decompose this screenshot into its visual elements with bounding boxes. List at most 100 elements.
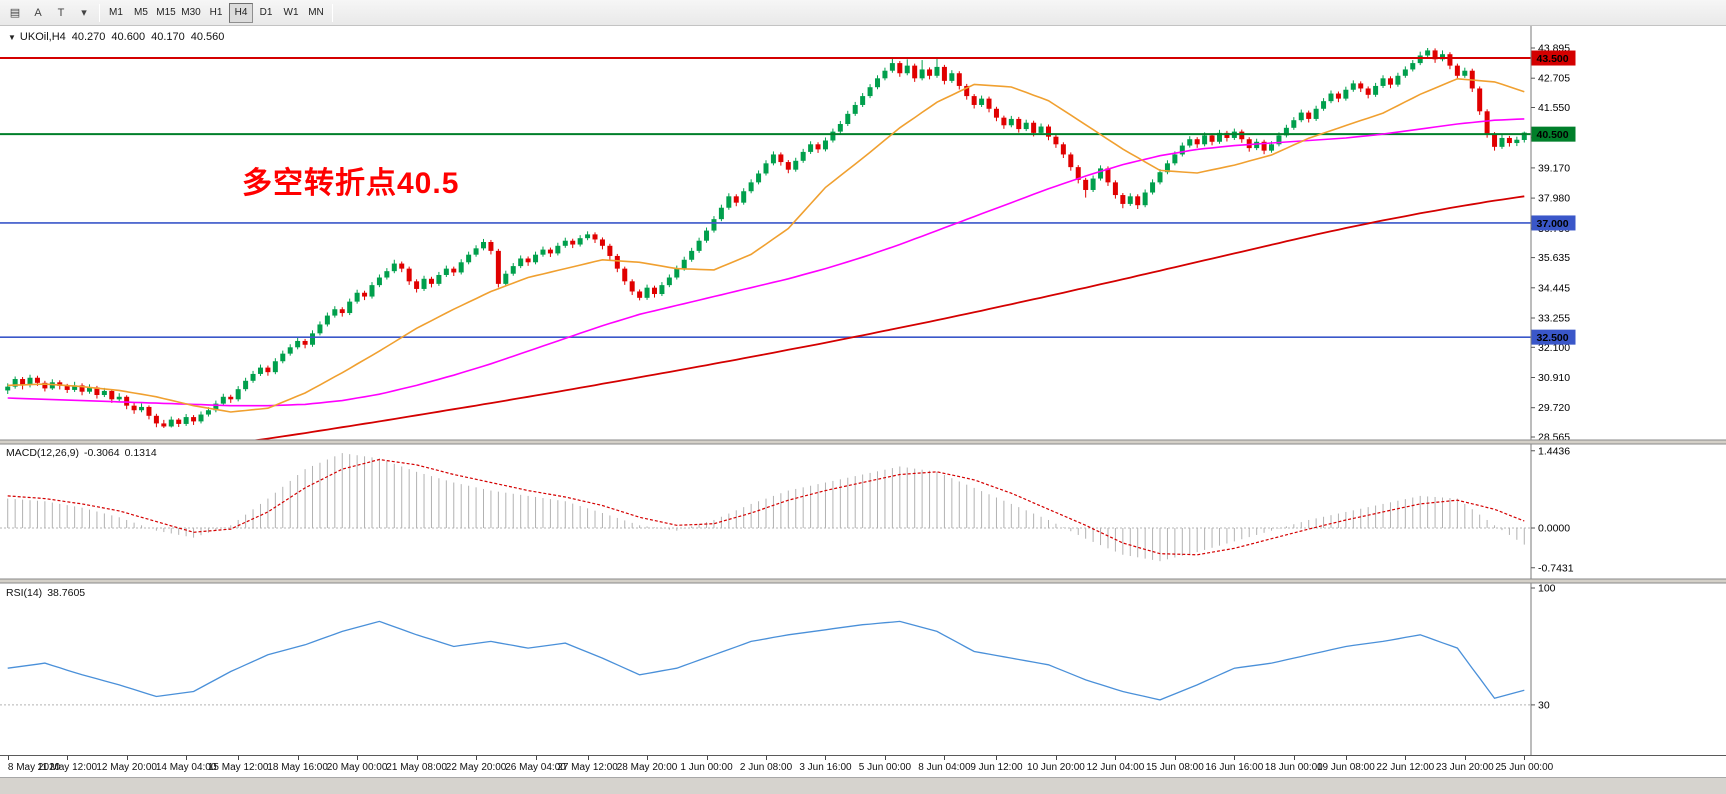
templates-icon[interactable]: ▤ (9, 6, 21, 19)
quote-expand-triangle-icon[interactable]: ▼ (8, 33, 16, 42)
candle-body (57, 382, 63, 386)
timeframe-d1[interactable]: D1 (259, 6, 273, 18)
rsi-scale-label: 30 (1538, 699, 1550, 711)
price-tick-label: 34.445 (1538, 282, 1570, 294)
timeframe-h4[interactable]: H4 (229, 2, 253, 23)
candle-body (1484, 111, 1490, 135)
candle-body (376, 277, 382, 286)
candle-body (822, 140, 828, 150)
candle-body (1306, 112, 1312, 119)
candle-body (674, 268, 680, 278)
candle-body (1410, 63, 1416, 70)
candle-body (191, 417, 197, 422)
toolbar-separator-2 (332, 3, 333, 22)
candle-body (971, 96, 977, 105)
timeframe-m15[interactable]: M15 (156, 6, 176, 18)
candle-body (94, 387, 100, 396)
text-tool-icon[interactable]: T (57, 6, 65, 19)
candle-body (161, 423, 167, 427)
time-axis-label: 15 Jun 08:00 (1145, 762, 1204, 773)
timeframe-w1[interactable]: W1 (283, 6, 299, 18)
time-axis-label: 8 May 2020 (7, 762, 61, 773)
price-tick-label: 42.705 (1538, 73, 1570, 85)
time-axis-label: 19 Jun 08:00 (1316, 762, 1375, 773)
candle-body (1187, 139, 1193, 146)
timeframe-mn[interactable]: MN (308, 6, 324, 18)
arrow-tool-icon[interactable]: A (34, 6, 42, 19)
candle-body (555, 245, 561, 254)
chart-svg[interactable]: 43.89542.70541.55040.36039.17037.98036.7… (0, 26, 1726, 755)
candle-body (1447, 54, 1453, 66)
candle-body (1098, 168, 1104, 179)
candle-body (704, 230, 710, 241)
candle-body (1216, 132, 1222, 142)
candle-body (384, 271, 390, 278)
ma-fast-line (7, 77, 1525, 413)
candle-body (354, 292, 360, 302)
candle-body (1060, 144, 1066, 155)
candle-body (919, 69, 925, 79)
candle-body (79, 385, 85, 392)
time-axis-label: 14 May 04:00 (155, 762, 217, 773)
time-axis[interactable]: 8 May 2020 11 May 12:00 12 May 20:00 14 May… (0, 755, 1726, 777)
time-axis-label: 12 Jun 04:00 (1086, 762, 1145, 773)
chart-annotation-text: 多空转折点40.5 (242, 167, 460, 200)
candle-body (540, 249, 546, 255)
candle-body (1492, 134, 1498, 147)
candle-body (12, 379, 18, 387)
candle-body (1068, 154, 1074, 168)
candle-body (220, 396, 226, 404)
candle-body (139, 406, 145, 411)
candle-body (956, 73, 962, 86)
time-tick-mark (1115, 756, 1117, 760)
shapes-dropdown-icon[interactable]: ▾ (81, 6, 87, 19)
candle-body (711, 219, 717, 231)
rsi-value: 38.7605 (47, 587, 86, 599)
quote-close: 40.560 (190, 31, 225, 43)
candle-body (488, 241, 494, 251)
candle-body (763, 163, 769, 174)
symbol-timeframe-label: UKOil,H4 (19, 31, 66, 43)
timeframe-m30[interactable]: M30 (181, 6, 201, 18)
candle-body (1194, 139, 1200, 145)
price-line-badge (1531, 126, 1576, 142)
time-tick-mark (357, 756, 359, 760)
candle-body (637, 291, 643, 298)
candle-body (310, 333, 316, 345)
candle-body (1380, 78, 1386, 86)
price-tick-label: 41.550 (1538, 102, 1570, 114)
price-line-badge-value: 37.000 (1537, 218, 1569, 230)
price-tick-label: 35.635 (1538, 252, 1570, 264)
timeframe-m1[interactable]: M1 (109, 6, 123, 18)
candle-body (533, 254, 539, 263)
candle-body (1157, 172, 1163, 183)
candle-body (1462, 70, 1468, 76)
candle-body (362, 292, 368, 297)
candle-body (1023, 122, 1029, 130)
candle-body (793, 160, 799, 170)
candle-body (265, 367, 271, 373)
candle-body (510, 266, 516, 274)
time-axis-label: 18 Jun 00:00 (1264, 762, 1323, 773)
time-tick-mark (996, 756, 998, 760)
candle-body (1343, 89, 1349, 99)
time-tick-mark (416, 756, 418, 760)
price-line-badge (1531, 215, 1576, 231)
time-tick-mark (535, 756, 537, 760)
candle-body (1283, 127, 1289, 136)
candle-body (1335, 93, 1341, 99)
time-tick-mark (884, 756, 886, 760)
candle-body (131, 405, 137, 411)
timeframe-m5[interactable]: M5 (134, 6, 148, 18)
candle-body (614, 255, 620, 269)
candle-body (1179, 145, 1185, 155)
time-axis-label: 12 May 20:00 (96, 762, 157, 773)
candle-body (1105, 168, 1111, 183)
candle-body (666, 277, 672, 286)
price-line-badge (1531, 329, 1576, 345)
candle-body (101, 390, 107, 396)
candle-body (547, 249, 553, 254)
timeframe-h1[interactable]: H1 (209, 6, 223, 18)
time-axis-label: 10 Jun 20:00 (1027, 762, 1085, 773)
candle-body (339, 309, 345, 314)
